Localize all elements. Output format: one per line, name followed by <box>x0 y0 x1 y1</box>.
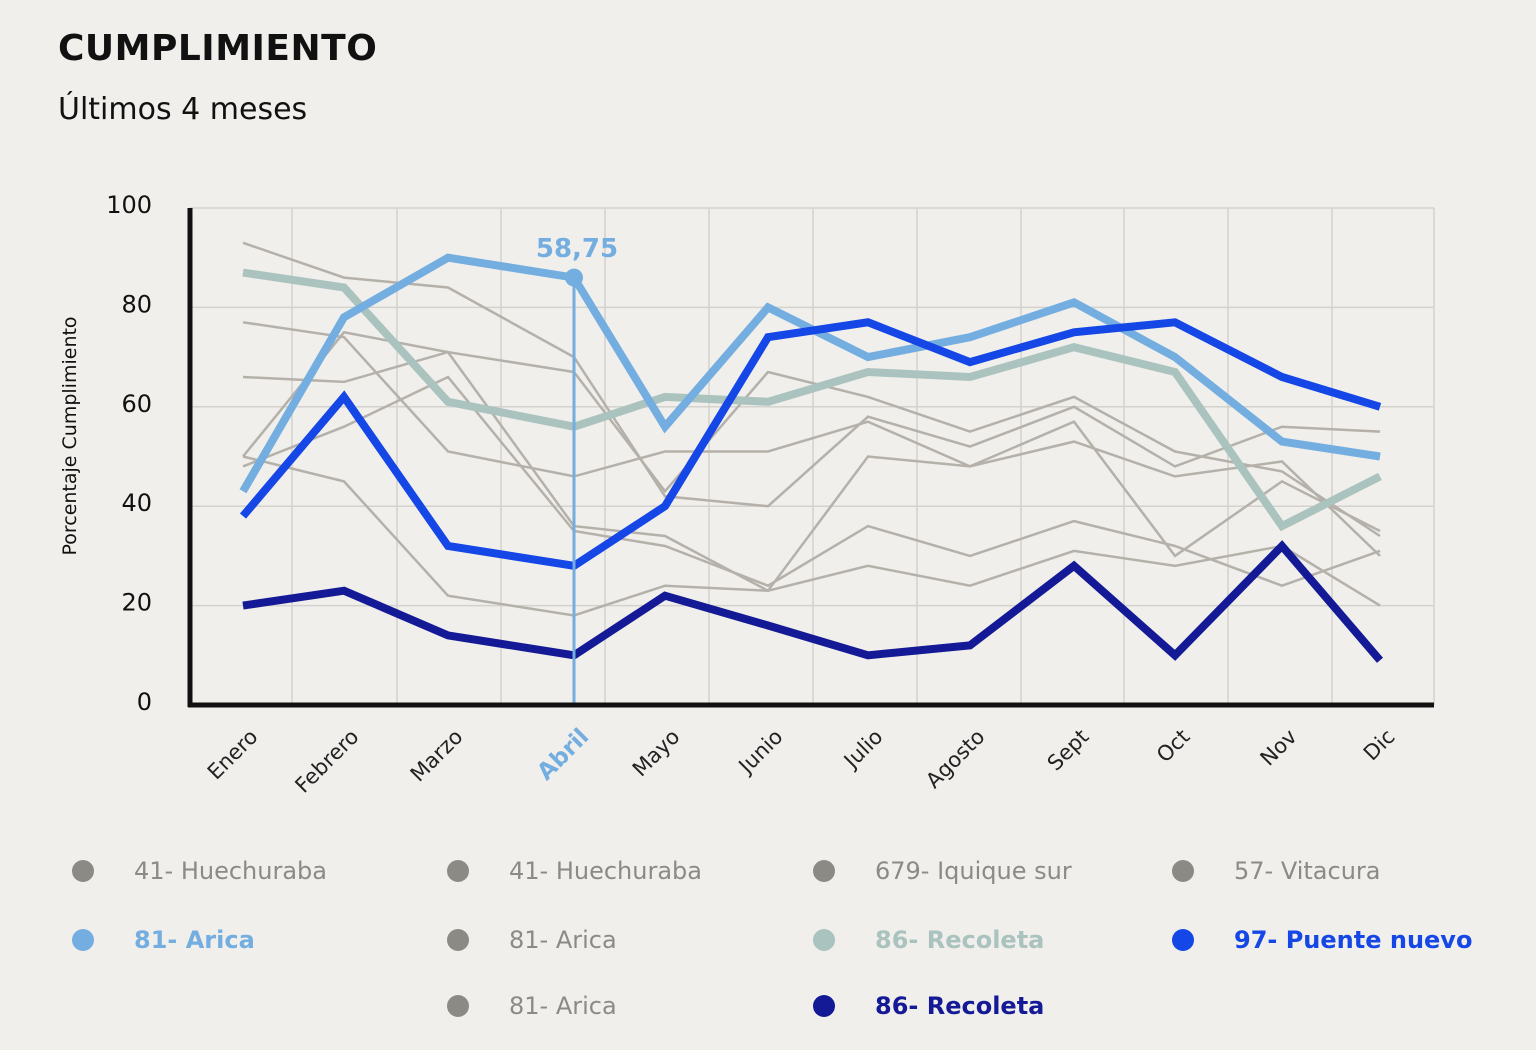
x-tick-label: Nov <box>1256 725 1302 771</box>
legend-item[interactable]: 57- Vitacura <box>1172 857 1380 885</box>
legend-dot <box>813 995 835 1017</box>
axes <box>187 208 1434 708</box>
legend-item[interactable]: 86- Recoleta <box>813 992 1044 1020</box>
chart-subtitle: Últimos 4 meses <box>58 92 308 127</box>
x-tick-label: Sept <box>1043 725 1094 776</box>
legend-item[interactable]: 81- Arica <box>447 992 617 1020</box>
legend-item[interactable]: 41- Huechuraba <box>447 857 702 885</box>
highlight-value-label: 58,75 <box>536 234 618 264</box>
legend-item[interactable]: 679- Iquique sur <box>813 857 1072 885</box>
x-tick-label: Oct <box>1152 725 1195 768</box>
legend-dot <box>1172 860 1194 882</box>
legend-dot <box>72 929 94 951</box>
legend-item[interactable]: 81- Arica <box>72 926 255 954</box>
y-tick-label: 100 <box>106 191 152 219</box>
legend-label: 57- Vitacura <box>1234 857 1381 885</box>
legend-dot <box>813 929 835 951</box>
series-line-8-sage <box>242 268 1382 532</box>
x-tick-labels: Enero Febrero Marzo Abril Mayo Junio Julio Agos… <box>203 724 1400 798</box>
y-axis-label: Porcentaje Cumplimiento <box>59 316 81 555</box>
series-line-6-grey <box>242 330 1381 593</box>
legend-label: 41- Huechuraba <box>509 857 702 885</box>
legend-label: 81- Arica <box>509 992 617 1020</box>
series-line-3-grey <box>242 375 1381 588</box>
legend-item[interactable]: 81- Arica <box>447 926 617 954</box>
y-tick-label: 80 <box>121 290 152 318</box>
legend-dot <box>1172 929 1194 951</box>
y-tick-labels: 0 20 40 60 80 100 <box>106 191 152 716</box>
y-tick-label: 0 <box>137 688 152 716</box>
x-tick-label: Enero <box>203 725 263 785</box>
legend-dot <box>447 860 469 882</box>
x-tick-label: Junio <box>733 725 788 780</box>
legend-label: 86- Recoleta <box>875 992 1045 1020</box>
y-tick-label: 20 <box>121 589 152 617</box>
legend-label: 679- Iquique sur <box>875 857 1072 885</box>
grid-lines <box>190 207 1435 705</box>
legend-dot <box>447 929 469 951</box>
series-line-1-grey <box>242 241 1381 508</box>
x-tick-label: Dic <box>1359 725 1400 766</box>
series-line-10-navy <box>242 540 1384 663</box>
x-tick-label: Marzo <box>406 725 468 787</box>
series-lines <box>239 241 1384 663</box>
highlight-marker: 58,75 <box>536 234 618 705</box>
legend-item[interactable]: 97- Puente nuevo <box>1172 926 1472 954</box>
y-tick-label: 40 <box>121 489 152 517</box>
legend-label: 81- Arica <box>134 926 255 954</box>
legend-dot <box>72 860 94 882</box>
series-line-9-bright-blue <box>239 318 1382 570</box>
series-line-5-grey <box>242 455 1381 617</box>
legend-dot <box>447 995 469 1017</box>
chart-title: CUMPLIMIENTO <box>58 28 378 69</box>
x-tick-label: Agosto <box>921 725 989 793</box>
legend-label: 86- Recoleta <box>875 926 1045 954</box>
x-tick-label-highlight: Abril <box>532 724 594 786</box>
legend-item[interactable]: 41- Huechuraba <box>72 857 327 885</box>
highlight-point <box>565 268 583 287</box>
legend-label: 97- Puente nuevo <box>1234 926 1473 954</box>
legend-label: 81- Arica <box>509 926 617 954</box>
x-tick-label: Mayo <box>628 725 685 782</box>
series-line-2-grey <box>242 321 1381 558</box>
legend-label: 41- Huechuraba <box>134 857 327 885</box>
x-tick-label: Julio <box>838 725 888 775</box>
x-tick-label: Febrero <box>290 725 363 798</box>
legend-item[interactable]: 86- Recoleta <box>813 926 1044 954</box>
y-tick-label: 60 <box>121 390 152 418</box>
series-line-7-light-blue <box>239 253 1381 494</box>
legend-dot <box>813 860 835 882</box>
